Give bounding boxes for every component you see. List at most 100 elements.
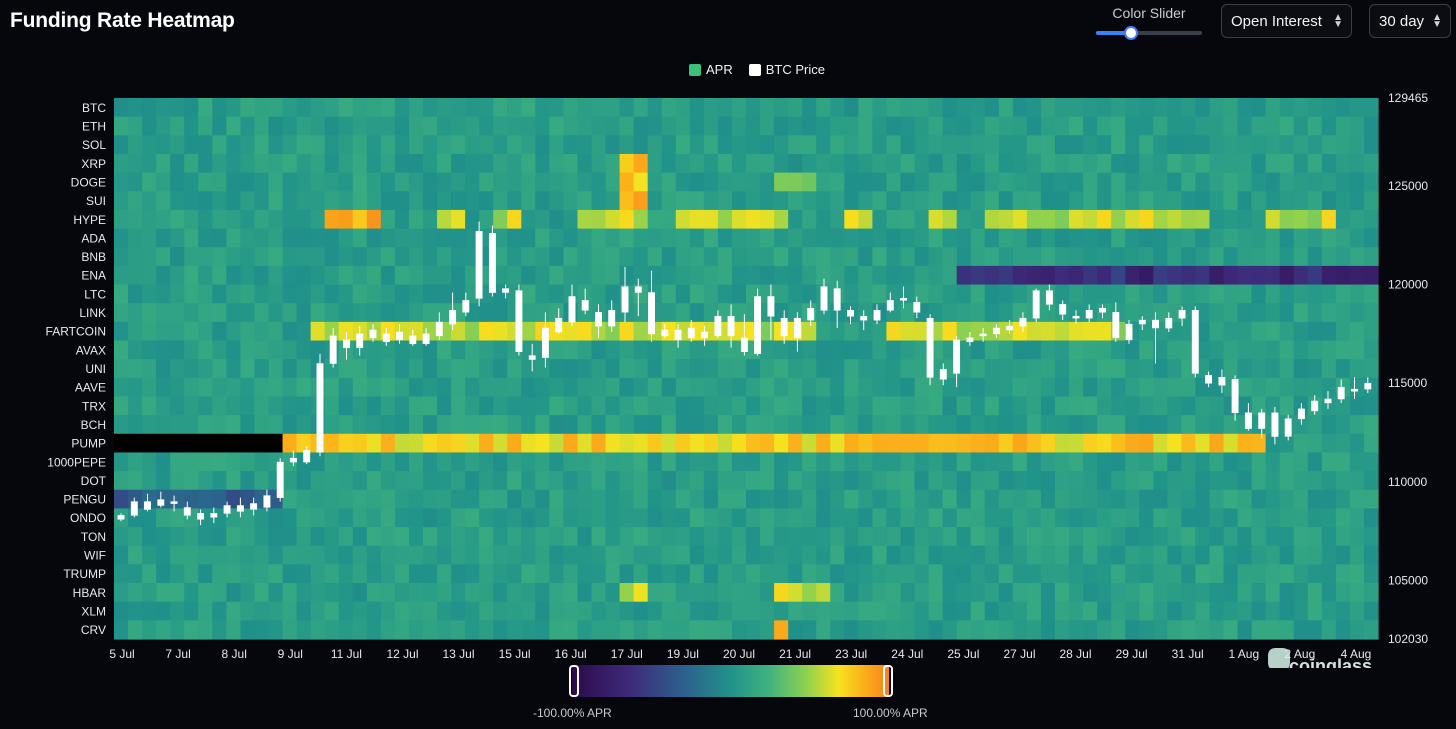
- heatmap-cell: [366, 172, 382, 192]
- color-scale-max-handle[interactable]: [883, 665, 893, 697]
- heatmap-cell: [731, 583, 747, 603]
- heatmap-cell: [310, 98, 326, 118]
- heatmap-cell: [802, 508, 817, 528]
- color-scale-min-handle[interactable]: [569, 665, 579, 697]
- heatmap-cell: [858, 340, 873, 360]
- heatmap-cell: [942, 471, 958, 491]
- heatmap-cell: [731, 620, 747, 640]
- heatmap-cell: [1097, 489, 1112, 510]
- heatmap-cell: [717, 545, 733, 565]
- heatmap-cell: [1153, 415, 1168, 435]
- heatmap-cell: [1279, 153, 1295, 174]
- heatmap-cell: [605, 396, 621, 416]
- heatmap-cell: [1223, 452, 1239, 472]
- heatmap-cell: [1026, 545, 1042, 565]
- heatmap-cell: [1251, 340, 1267, 360]
- heatmap-cell: [731, 471, 747, 491]
- color-scale-bar[interactable]: [569, 665, 893, 697]
- heatmap-cell: [1069, 191, 1084, 211]
- heatmap-cell: [1363, 98, 1379, 118]
- heatmap-cell: [1125, 489, 1140, 510]
- heatmap-cell: [1195, 284, 1211, 304]
- heatmap-cell: [1083, 527, 1098, 547]
- heatmap-cell: [507, 135, 522, 155]
- heatmap-cell: [1209, 172, 1225, 192]
- heatmap-cell: [1139, 545, 1154, 565]
- row-label: AVAX: [76, 343, 106, 357]
- heatmap-cell: [661, 396, 677, 416]
- heatmap-cell: [493, 98, 508, 118]
- color-slider-thumb[interactable]: [1123, 26, 1138, 40]
- heatmap-cell: [760, 135, 775, 155]
- heatmap-cell: [830, 471, 845, 491]
- heatmap-cell: [128, 620, 143, 640]
- metric-select[interactable]: Open Interest ▲ ▼: [1221, 4, 1352, 38]
- heatmap-cell: [647, 377, 663, 398]
- heatmap-cell: [970, 527, 986, 547]
- heatmap-cell: [114, 209, 129, 230]
- heatmap-cell: [830, 564, 845, 584]
- heatmap-cell: [184, 545, 199, 565]
- row-label: PUMP: [71, 437, 106, 451]
- heatmap-cell: [788, 209, 803, 230]
- heatmap-cell: [394, 303, 410, 323]
- heatmap-cell: [1307, 527, 1323, 547]
- heatmap-cell: [394, 135, 410, 155]
- heatmap-cell: [170, 583, 185, 603]
- heatmap-cell: [1307, 247, 1323, 267]
- heatmap-cell: [1321, 489, 1337, 510]
- candle-body: [462, 300, 470, 313]
- heatmap-cell: [1223, 489, 1239, 510]
- heatmap-cell: [507, 508, 522, 528]
- heatmap-cell: [563, 228, 579, 248]
- heatmap-cell: [956, 452, 972, 472]
- heatmap-cell: [647, 452, 663, 472]
- heatmap-cell: [521, 116, 536, 136]
- heatmap-cell: [703, 415, 719, 435]
- heatmap-cell: [1195, 583, 1211, 603]
- range-select[interactable]: 30 day ▲ ▼: [1369, 4, 1451, 38]
- heatmap-cell: [408, 489, 424, 510]
- heatmap-cell: [240, 471, 256, 491]
- heatmap-cell: [872, 284, 888, 304]
- heatmap-chart[interactable]: BTCETHSOLXRPDOGESUIHYPEADABNBENALTCLINKF…: [0, 88, 1456, 668]
- heatmap-cell: [1040, 172, 1056, 192]
- heatmap-cell: [942, 508, 958, 528]
- heatmap-cell: [422, 303, 438, 323]
- heatmap-cell: [226, 433, 241, 454]
- heatmap-cell: [619, 601, 635, 621]
- heatmap-cell: [184, 359, 199, 379]
- heatmap-cell: [324, 433, 340, 454]
- heatmap-cell: [914, 172, 930, 192]
- heatmap-cell: [535, 471, 550, 491]
- heatmap-cell: [1083, 377, 1098, 398]
- heatmap-cell: [394, 209, 410, 230]
- legend-item-apr[interactable]: APR: [689, 62, 733, 77]
- heatmap-cell: [268, 415, 284, 435]
- heatmap-cell: [872, 135, 888, 155]
- heatmap-cell: [226, 527, 241, 547]
- heatmap-cell: [1223, 415, 1239, 435]
- heatmap-cell: [1111, 116, 1126, 136]
- heatmap-cell: [1026, 377, 1042, 398]
- heatmap-cell: [1083, 321, 1098, 342]
- heatmap-cell: [858, 527, 873, 547]
- color-slider-track[interactable]: [1096, 26, 1202, 40]
- heatmap-cell: [689, 247, 705, 267]
- heatmap-cell: [507, 583, 522, 603]
- legend-item-btc-price[interactable]: BTC Price: [748, 62, 825, 77]
- heatmap-cell: [1335, 116, 1351, 136]
- color-slider[interactable]: Color Slider: [1094, 5, 1204, 41]
- heatmap-cell: [170, 601, 185, 621]
- candle-body: [793, 317, 801, 339]
- heatmap-cell: [268, 545, 284, 565]
- heatmap-cell: [872, 209, 888, 230]
- heatmap-cell: [1026, 135, 1042, 155]
- heatmap-cell: [493, 415, 508, 435]
- heatmap-cell: [507, 265, 522, 286]
- heatmap-cell: [184, 620, 199, 640]
- heatmap-cell: [577, 116, 593, 136]
- heatmap-cell: [366, 359, 382, 379]
- heatmap-cell: [619, 98, 635, 118]
- heatmap-cell: [605, 620, 621, 640]
